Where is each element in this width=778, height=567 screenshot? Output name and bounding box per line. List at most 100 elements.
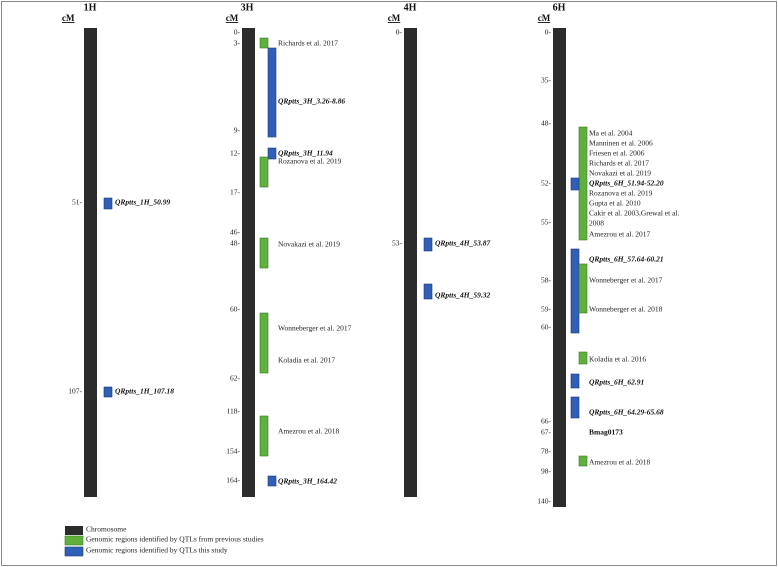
- cm-tick-6h: 52-: [541, 179, 552, 188]
- cm-tick-6h: 48-: [541, 119, 552, 128]
- study-label-6h: Novakazi et al. 2019: [589, 169, 651, 178]
- cm-tick-6h: 67-: [541, 428, 552, 437]
- study-label-3h: Koladia et al. 2017: [278, 356, 335, 365]
- cm-tick-3h: 12-: [230, 149, 241, 158]
- qtl-region-this-study-6h: [570, 396, 580, 419]
- cm-tick-6h: 78-: [541, 447, 552, 456]
- cm-tick-6h: 66-: [541, 417, 552, 426]
- chromosome-bar-1h: [84, 28, 97, 497]
- study-label-3h: Rozanova et al. 2019: [278, 157, 342, 166]
- cm-tick-6h: 140-: [537, 497, 551, 506]
- cm-tick-6h: 98-: [541, 467, 552, 476]
- qtl-region-this-study-6h: [570, 248, 580, 334]
- chromosome-bar-6h: [553, 28, 566, 507]
- qtl-region-previous-3h: [259, 156, 269, 188]
- study-label-6h: Koladia et al. 2016: [589, 355, 646, 364]
- qtl-region-this-study-3h: [267, 147, 277, 160]
- cm-tick-6h: 60-: [541, 323, 552, 332]
- qtl-label-1h: QRptts_1H_107.18: [115, 387, 174, 396]
- study-label-6h: Friesen et al. 2006: [589, 149, 645, 158]
- legend-label-black: Chromosome: [86, 525, 127, 534]
- study-label-3h: Novakazi et al. 2019: [278, 240, 340, 249]
- qtl-region-previous-6h: [578, 263, 588, 314]
- cm-tick-4h: 53-: [392, 239, 403, 248]
- qtl-region-this-study-4h: [423, 283, 433, 300]
- unit-label-4h: cM: [388, 13, 401, 23]
- qtl-region-previous-6h: [578, 126, 588, 241]
- qtl-label-3h: QRptts_3H_3.26-8.86: [278, 97, 345, 106]
- chromosome-title-3h: 3H: [241, 2, 254, 13]
- qtl-region-previous-6h: [578, 455, 588, 467]
- study-label-6h: Wonneberger et al. 2018: [589, 305, 663, 314]
- cm-tick-3h: 46-: [230, 228, 241, 237]
- qtl-region-this-study-4h: [423, 237, 433, 252]
- cm-tick-4h: 0-: [396, 28, 403, 37]
- study-label-6h: Rozanova et al. 2019: [589, 189, 653, 198]
- cm-tick-1h: 51-: [72, 198, 83, 207]
- qtl-region-this-study-6h: [570, 177, 580, 191]
- cm-tick-3h: 154-: [226, 447, 240, 456]
- study-label-6h: Amezrou et al. 2018: [589, 458, 650, 467]
- study-label-3h: Amezrou et al. 2018: [278, 427, 339, 436]
- cm-tick-3h: 48-: [230, 239, 241, 248]
- cm-tick-6h: 58-: [541, 276, 552, 285]
- qtl-label-6h: QRptts_6H_51.94-52.20: [589, 179, 664, 188]
- chromosome-bar-4h: [404, 28, 417, 497]
- study-label-6h: 2008: [589, 219, 604, 228]
- legend-swatch-black: [65, 526, 83, 535]
- qtl-label-3h: QRptts_3H_11.94: [278, 149, 333, 158]
- unit-label-6h: cM: [538, 13, 551, 23]
- cm-tick-6h: 59-: [541, 305, 552, 314]
- cm-tick-3h: 9-: [234, 126, 241, 135]
- qtl-label-1h: QRptts_1H_50.99: [115, 198, 170, 207]
- qtl-region-previous-3h: [259, 312, 269, 374]
- marker-label-6h: Bmag0173: [589, 428, 623, 437]
- qtl-region-this-study-3h: [267, 47, 277, 138]
- legend-swatch-green: [64, 535, 84, 546]
- legend-swatch-blue: [64, 546, 84, 557]
- unit-label-3h: cM: [226, 13, 239, 23]
- study-label-6h: Wonneberger et al. 2017: [589, 276, 663, 285]
- qtl-label-6h: QRptts_6H_62.91: [589, 378, 644, 387]
- cm-tick-6h: 0-: [545, 28, 552, 37]
- qtl-region-previous-3h: [259, 415, 269, 457]
- qtl-region-this-study-1h: [103, 386, 113, 398]
- study-label-6h: Cakir et al. 2003,Grewal et al.: [589, 209, 680, 218]
- qtl-region-previous-3h: [259, 237, 269, 269]
- study-label-6h: Richards et al. 2017: [589, 159, 649, 168]
- cm-tick-6h: 55-: [541, 218, 552, 227]
- qtl-region-previous-6h: [578, 351, 588, 365]
- study-label-6h: Gupta et al. 2010: [589, 199, 641, 208]
- study-label-3h: Wonneberger et al. 2017: [278, 324, 352, 333]
- cm-tick-3h: 118-: [227, 407, 241, 416]
- legend-label-blue: Genomic regions identified by QTLs this …: [86, 546, 228, 555]
- qtl-region-previous-3h: [259, 37, 269, 49]
- study-label-3h: Richards et al. 2017: [278, 39, 338, 48]
- qtl-label-6h: QRptts_6H_57.64-60.21: [589, 255, 664, 264]
- qtl-label-3h: QRptts_3H_164.42: [278, 477, 337, 486]
- cm-tick-3h: 17-: [230, 188, 241, 197]
- cm-tick-3h: 62-: [230, 374, 241, 383]
- qtl-label-4h: QRptts_4H_59.32: [435, 291, 490, 300]
- qtl-label-4h: QRptts_4H_53.87: [435, 239, 490, 248]
- study-label-6h: Amezrou et al. 2017: [589, 230, 650, 239]
- cm-tick-1h: 107-: [68, 387, 82, 396]
- cm-tick-3h: 164-: [226, 476, 240, 485]
- chromosome-title-4h: 4H: [404, 2, 417, 13]
- qtl-region-this-study-6h: [570, 373, 580, 389]
- cm-tick-6h: 35-: [541, 76, 552, 85]
- legend-label-green: Genomic regions identified by QTLs from …: [86, 535, 264, 544]
- cm-tick-3h: 60-: [230, 305, 241, 314]
- qtl-label-6h: QRptts_6H_64.29-65.68: [589, 408, 664, 417]
- unit-label-1H: cM: [62, 13, 75, 23]
- cm-tick-3h: 0-: [234, 28, 241, 37]
- cm-tick-3h: 3-: [234, 39, 241, 48]
- qtl-region-this-study-1h: [103, 197, 113, 210]
- chromosome-title-6h: 6H: [553, 2, 566, 13]
- qtl-region-this-study-3h: [267, 475, 277, 487]
- study-label-6h: Manninen et al. 2006: [589, 139, 653, 148]
- study-label-6h: Ma et al. 2004: [589, 129, 633, 138]
